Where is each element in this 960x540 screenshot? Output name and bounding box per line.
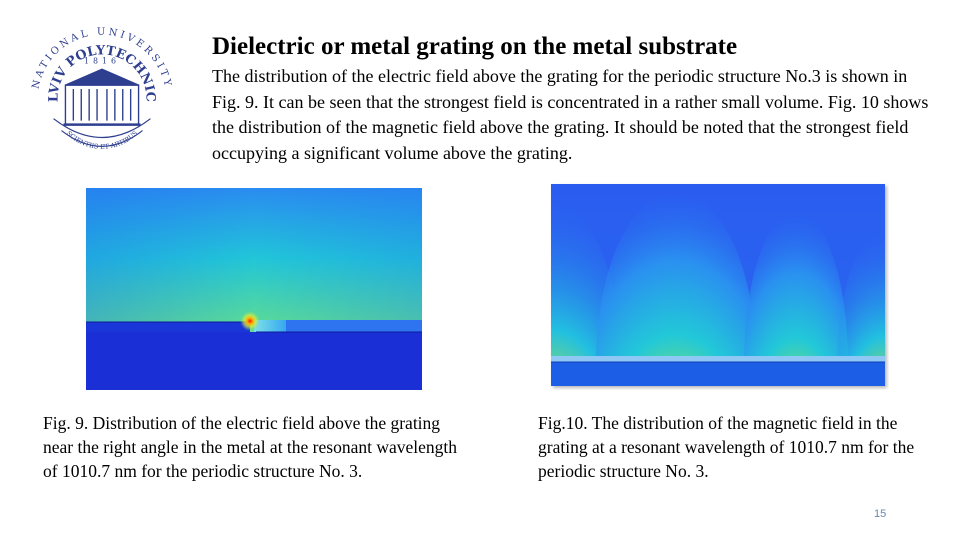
slide-title: Dielectric or metal grating on the metal… [212,33,738,60]
logo-year: 1816 [84,56,120,65]
figure-10-caption: Fig.10. The distribution of the magnetic… [538,413,915,481]
intro-paragraph: The distribution of the electric field a… [212,66,929,163]
building-icon [63,68,141,126]
magnetic-field-figure [551,184,885,386]
university-logo: NATIONAL UNIVERSITY LVIV POLYTECHNIC 181… [30,27,170,151]
electric-field-figure [86,188,422,390]
page-number: 15 [874,508,887,520]
figure-9-caption: Fig. 9. Distribution of the electric fie… [43,413,458,481]
